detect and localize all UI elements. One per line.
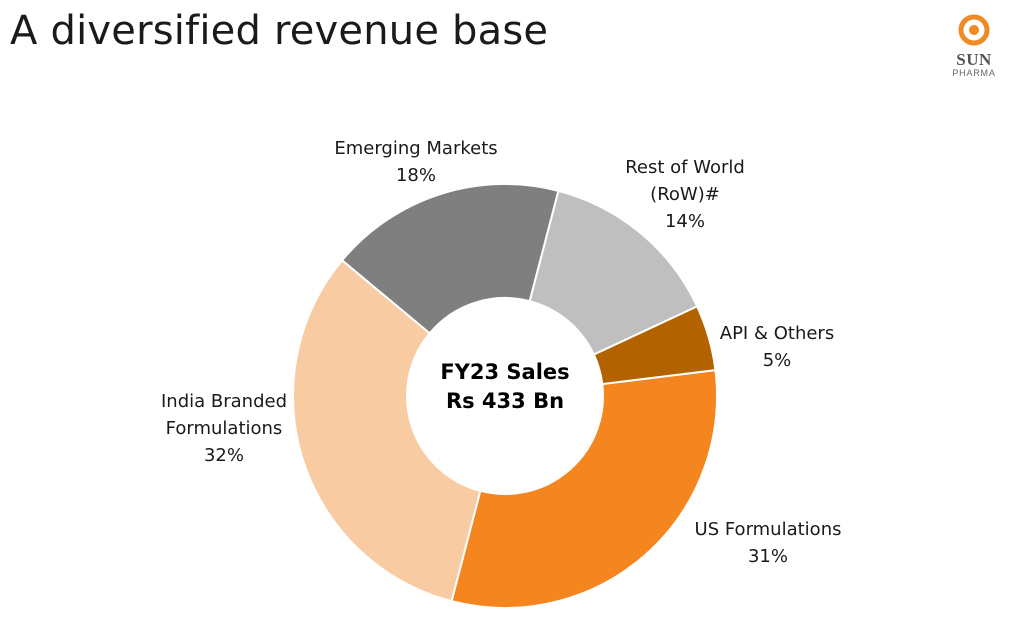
slice-percent: 14% [664, 211, 705, 232]
slice-percent: 31% [747, 546, 788, 567]
slice-percent: 18% [395, 165, 436, 186]
slice-label-line: API & Others [719, 323, 835, 344]
chart-center-label: FY23 Sales Rs 433 Bn [405, 358, 605, 416]
slice-label-line: Formulations [165, 418, 283, 439]
slice-api-others [592, 305, 717, 386]
slice-label-line: US Formulations [694, 519, 842, 540]
label-us-formulations: US Formulations 31% [688, 516, 848, 570]
slice-rest-of-world [528, 189, 699, 356]
logo-subtitle: PHARMA [952, 68, 996, 78]
slice-percent: 32% [203, 445, 244, 466]
slice-us-formulations [450, 369, 718, 609]
label-india-branded: India Branded Formulations 32% [144, 388, 304, 469]
slice-label-line: India Branded [160, 391, 287, 412]
label-emerging-markets: Emerging Markets 18% [316, 135, 516, 189]
slice-label-line: Emerging Markets [334, 138, 498, 159]
label-api-others: API & Others 5% [702, 320, 852, 374]
sun-logo-icon [958, 14, 990, 46]
logo-name: SUN [956, 50, 992, 69]
slice-label-line: Rest of World [625, 157, 745, 178]
slice-emerging-markets [340, 183, 560, 335]
chart-title: FY23 Sales [440, 360, 570, 384]
slice-label-line: (RoW)# [650, 184, 720, 205]
chart-subtitle: Rs 433 Bn [445, 389, 565, 413]
label-rest-of-world: Rest of World (RoW)# 14% [610, 154, 760, 235]
slice-india-branded [292, 258, 482, 603]
sun-pharma-logo: SUN PHARMA [944, 12, 1004, 82]
page-title: A diversified revenue base [10, 8, 549, 54]
slice-percent: 5% [762, 350, 792, 371]
